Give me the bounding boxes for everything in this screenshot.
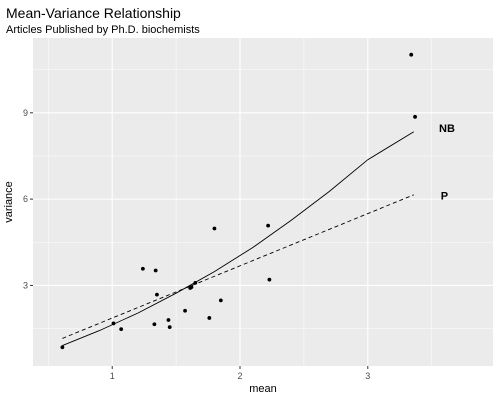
y-tick-label: 6	[23, 194, 28, 204]
data-point	[152, 322, 157, 327]
data-point	[266, 223, 271, 228]
data-point	[155, 292, 159, 297]
data-point	[218, 298, 223, 303]
x-axis-title: mean	[249, 383, 277, 395]
fit-line-nb	[62, 131, 415, 347]
grid-major	[33, 38, 493, 366]
data-point	[166, 318, 171, 322]
data-point	[140, 266, 145, 271]
data-point	[409, 52, 414, 57]
data-point	[111, 321, 116, 326]
y-tick-label: 3	[23, 280, 28, 290]
x-tick-label: 2	[237, 371, 242, 381]
data-points	[60, 52, 417, 350]
annotation-nb: NB	[439, 123, 455, 135]
data-point	[212, 226, 217, 231]
data-point	[119, 327, 124, 332]
data-point	[167, 325, 172, 330]
x-tick-label: 1	[110, 371, 115, 381]
chart-title: Mean-Variance Relationship	[6, 5, 181, 21]
line-annotations: NB P	[439, 123, 455, 202]
data-point	[207, 316, 212, 320]
chart-subtitle: Articles Published by Ph.D. biochemists	[6, 24, 200, 36]
data-point	[153, 268, 158, 273]
plot-panel	[33, 38, 493, 366]
x-tick-label: 3	[365, 371, 370, 381]
data-point	[193, 280, 198, 285]
fit-lines	[62, 131, 415, 347]
fit-line-p	[62, 194, 414, 339]
data-point	[60, 345, 65, 350]
data-point	[189, 285, 194, 290]
data-point	[183, 308, 187, 313]
y-tick-label: 9	[23, 108, 28, 118]
annotation-p: P	[441, 190, 448, 202]
axis-ticks: 1 2 3 3 6 9	[23, 108, 370, 381]
data-point	[267, 277, 272, 282]
grid-minor	[33, 38, 493, 366]
y-axis-title: variance	[3, 181, 15, 223]
data-point	[413, 114, 417, 119]
